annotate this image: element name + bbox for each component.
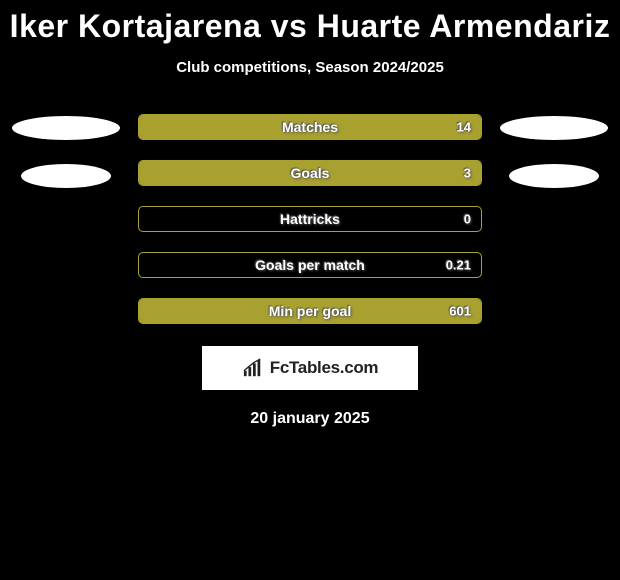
- stat-bar-goals: Goals 3: [138, 160, 482, 186]
- stat-bar-matches: Matches 14: [138, 114, 482, 140]
- stat-bar-gpm: Goals per match 0.21: [138, 252, 482, 278]
- stat-bars: Matches 14 Goals 3 Hattricks 0 Goals per…: [138, 114, 482, 324]
- stats-area: Matches 14 Goals 3 Hattricks 0 Goals per…: [0, 114, 620, 324]
- ellipse-right-1: [500, 116, 608, 140]
- stat-value: 3: [464, 166, 471, 181]
- ellipse-left-1: [12, 116, 120, 140]
- right-ellipse-col: [500, 114, 608, 188]
- barchart-icon: [242, 358, 264, 378]
- subtitle: Club competitions, Season 2024/2025: [0, 59, 620, 76]
- stat-label: Goals per match: [255, 257, 365, 273]
- stat-value: 14: [457, 120, 471, 135]
- stat-value: 0: [464, 212, 471, 227]
- logo-box: FcTables.com: [202, 346, 418, 390]
- ellipse-left-2: [21, 164, 111, 188]
- stat-label: Hattricks: [280, 211, 340, 227]
- stat-label: Matches: [282, 119, 338, 135]
- date-line: 20 january 2025: [0, 410, 620, 428]
- stat-bar-mpg: Min per goal 601: [138, 298, 482, 324]
- page-title: Iker Kortajarena vs Huarte Armendariz: [0, 8, 620, 45]
- left-ellipse-col: [12, 114, 120, 188]
- stat-value: 601: [449, 304, 471, 319]
- stat-label: Min per goal: [269, 303, 351, 319]
- logo-text: FcTables.com: [270, 358, 379, 378]
- ellipse-right-2: [509, 164, 599, 188]
- stat-bar-hattricks: Hattricks 0: [138, 206, 482, 232]
- stat-value: 0.21: [446, 258, 471, 273]
- stat-label: Goals: [291, 165, 330, 181]
